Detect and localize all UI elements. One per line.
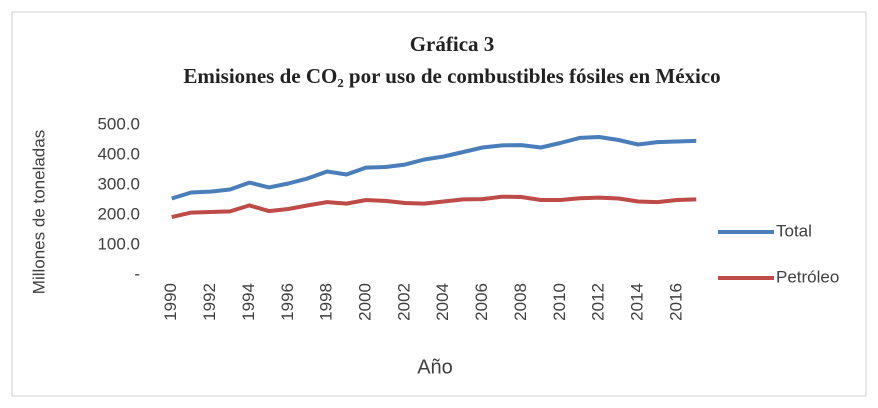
x-tick-label: 2006 [472, 283, 491, 321]
chart-subtitle: Emisiones de CO₂ por uso de combustibles… [183, 64, 720, 88]
x-tick-label: 1994 [239, 283, 258, 321]
x-tick-label: 2002 [394, 283, 413, 321]
y-tick-label: - [134, 264, 140, 283]
x-tick-label: 2012 [589, 283, 608, 321]
x-tick-label: 2014 [627, 283, 646, 321]
legend-label: Petróleo [776, 267, 839, 286]
line-series [171, 194, 697, 220]
x-tick-label: 1992 [200, 283, 219, 321]
y-tick-label: 300.0 [97, 174, 140, 193]
x-tick-label: 2004 [433, 283, 452, 321]
chart-title: Gráfica 3 [410, 32, 495, 56]
y-tick-label: 100.0 [97, 234, 140, 253]
x-tick-label: 2016 [666, 283, 685, 321]
y-axis-label: Millones de toneladas [29, 130, 48, 294]
y-tick-label: 500.0 [97, 114, 140, 133]
y-tick-label: 400.0 [97, 144, 140, 163]
x-tick-label: 2000 [355, 283, 374, 321]
x-tick-label: 1998 [317, 283, 336, 321]
x-tick-label: 2008 [511, 283, 530, 321]
legend-label: Total [776, 221, 812, 240]
x-tick-label: 1996 [278, 283, 297, 321]
x-tick-label: 1990 [161, 283, 180, 321]
x-tick-label: 2010 [550, 283, 569, 321]
y-tick-label: 200.0 [97, 204, 140, 223]
x-axis-label: Año [417, 356, 453, 378]
line-series [171, 135, 697, 201]
